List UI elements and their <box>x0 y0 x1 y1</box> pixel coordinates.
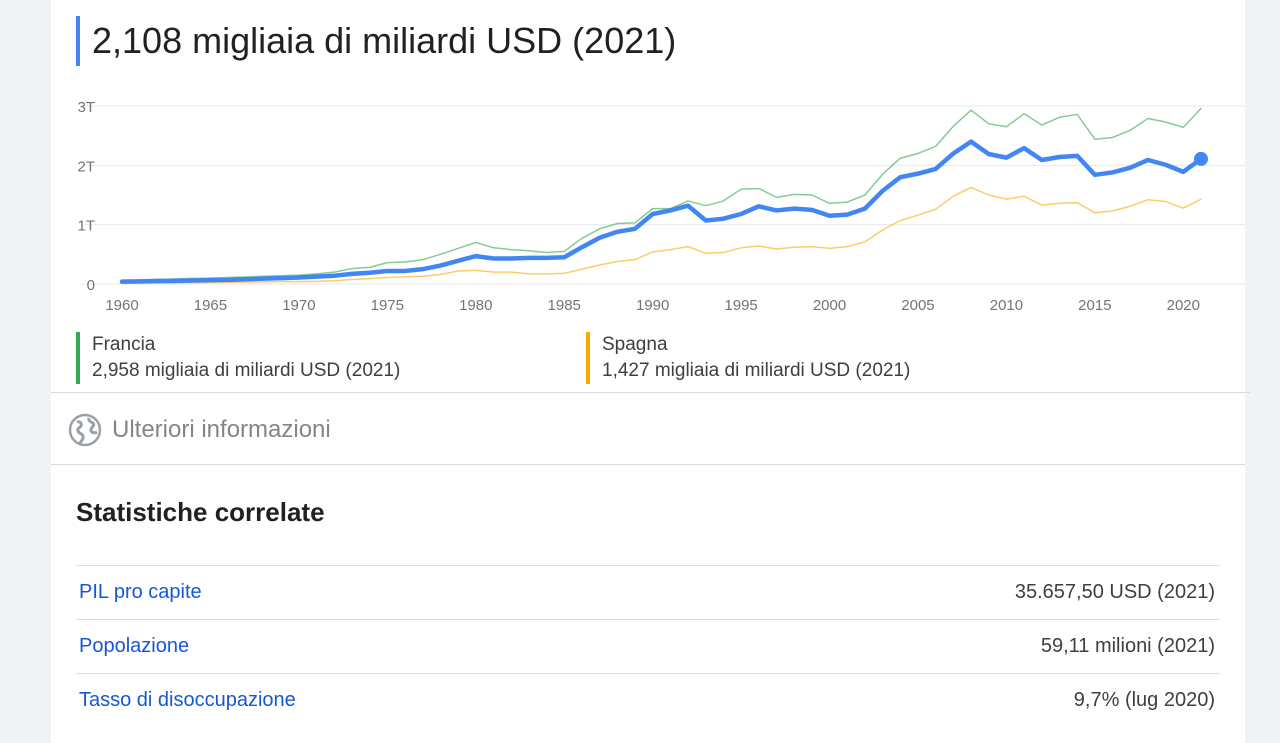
headline-value: 2,108 migliaia di miliardi USD (2021) <box>92 20 677 61</box>
more-info-label: Ulteriori informazioni <box>112 416 331 443</box>
series-line-francia <box>121 107 1202 282</box>
legend-francia-value: 2,958 migliaia di miliardi USD (2021) <box>92 360 401 381</box>
related-row-value: 59,11 milioni (2021) <box>1040 635 1215 657</box>
divider <box>51 392 1250 393</box>
x-tick-label: 1965 <box>194 297 227 314</box>
related-row-value: 35.657,50 USD (2021) <box>1014 581 1215 603</box>
legend-spagna-name: Spagna <box>602 334 668 355</box>
x-tick-label: 2000 <box>813 297 846 314</box>
section-divider <box>51 464 1245 465</box>
series-line-spagna <box>121 186 1202 285</box>
related-stats-table: PIL pro capite 35.657,50 USD (2021) Popo… <box>76 565 1220 727</box>
related-row-value: 9,7% (lug 2020) <box>1073 689 1215 711</box>
legend-spagna-value: 1,427 migliaia di miliardi USD (2021) <box>602 360 911 381</box>
globe-icon <box>68 413 102 447</box>
y-tick-label: 3T <box>77 99 95 116</box>
x-tick-label: 1975 <box>371 297 404 314</box>
y-tick-label: 2T <box>77 158 95 175</box>
legend-francia-name: Francia <box>92 334 156 355</box>
headline-value-block: 2,108 migliaia di miliardi USD (2021) <box>76 16 676 66</box>
gdp-line-chart: 0 1T 2T 3T 1960 1965 1970 1975 1980 1985 1990 1995 2… <box>77 99 1246 314</box>
related-row: Tasso di disoccupazione 9,7% (lug 2020) <box>76 673 1220 727</box>
y-tick-label: 0 <box>87 277 95 294</box>
x-tick-label: 1970 <box>282 297 315 314</box>
x-tick-label: 2015 <box>1078 297 1111 314</box>
related-row: PIL pro capite 35.657,50 USD (2021) <box>76 565 1220 619</box>
legend-francia[interactable]: Francia 2,958 migliaia di miliardi USD (… <box>76 332 400 384</box>
more-info-link[interactable]: Ulteriori informazioni <box>68 410 331 450</box>
x-tick-label: 1960 <box>105 297 138 314</box>
related-row-link[interactable]: Popolazione <box>79 635 190 657</box>
y-tick-label: 1T <box>77 218 95 235</box>
related-row-link[interactable]: Tasso di disoccupazione <box>79 689 296 711</box>
x-tick-label: 2020 <box>1167 297 1200 314</box>
x-tick-label: 1985 <box>548 297 581 314</box>
related-stats-title: Statistiche correlate <box>76 497 325 527</box>
related-row: Popolazione 59,11 milioni (2021) <box>76 619 1220 673</box>
series-end-point <box>1194 151 1208 166</box>
series-line-main <box>119 139 1204 284</box>
x-tick-label: 2005 <box>901 297 934 314</box>
x-tick-label: 2010 <box>990 297 1023 314</box>
related-row-link[interactable]: PIL pro capite <box>79 581 202 603</box>
x-tick-label: 1980 <box>459 297 492 314</box>
x-tick-label: 1995 <box>724 297 757 314</box>
legend-spagna[interactable]: Spagna 1,427 migliaia di miliardi USD (2… <box>586 332 910 384</box>
x-tick-label: 1990 <box>636 297 669 314</box>
